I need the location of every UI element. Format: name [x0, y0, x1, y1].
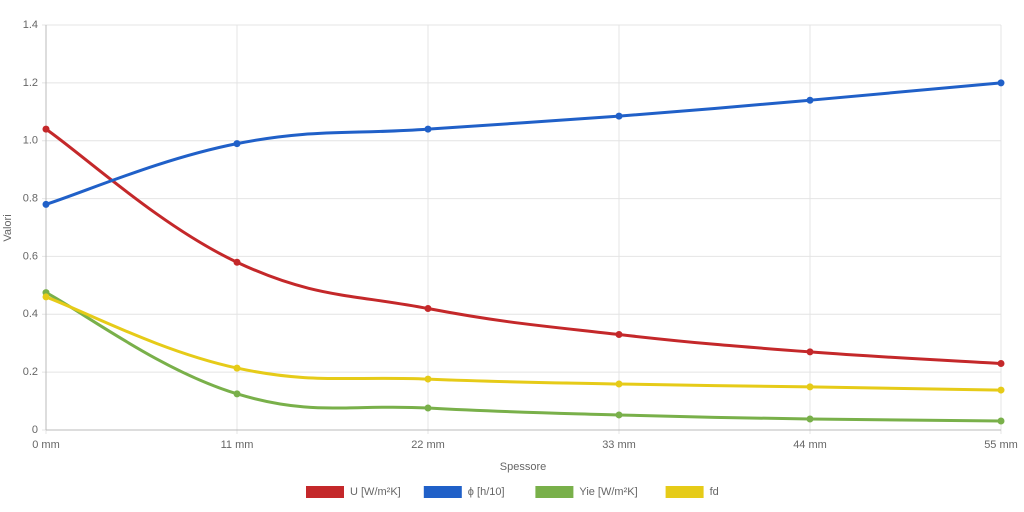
point [806, 415, 814, 423]
y-tick-label: 0.8 [23, 192, 38, 204]
legend-swatch [306, 486, 344, 498]
point [233, 140, 241, 148]
y-tick-label: 1.0 [23, 135, 38, 147]
legend-label: fd [710, 486, 719, 498]
point [233, 364, 241, 372]
legend-swatch [423, 486, 462, 498]
point [997, 79, 1005, 87]
y-tick-label: 0.2 [23, 366, 38, 378]
y-axis-label: Valori [2, 214, 14, 241]
point [424, 375, 432, 383]
x-tick-label: 44 mm [793, 439, 827, 451]
y-tick-label: 1.4 [23, 19, 38, 31]
x-tick-label: 11 mm [221, 439, 254, 451]
point [806, 96, 814, 104]
x-tick-label: 0 mm [32, 439, 60, 451]
legend-swatch [535, 486, 574, 498]
legend-label: ϕ [h/10] [468, 486, 505, 498]
point [424, 125, 432, 133]
point [42, 125, 50, 133]
y-tick-label: 0.6 [23, 250, 38, 262]
point [615, 380, 623, 388]
y-tick-label: 0 [32, 424, 38, 436]
point [615, 411, 623, 419]
x-tick-label: 33 mm [602, 439, 636, 451]
point [997, 386, 1005, 394]
line [45, 291, 1002, 423]
legend-swatch [665, 486, 704, 498]
point [233, 258, 241, 266]
line [45, 81, 1002, 206]
point [615, 112, 623, 120]
point [424, 404, 432, 412]
point [806, 348, 814, 356]
point [997, 359, 1005, 367]
legend-label: U [W/m²K] [350, 486, 401, 498]
point [42, 200, 50, 208]
x-tick-label: 22 mm [411, 439, 445, 451]
point [424, 305, 432, 312]
line [45, 295, 1002, 392]
point [615, 331, 623, 339]
x-tick-label: 55 mm [984, 439, 1018, 451]
point [42, 293, 50, 301]
x-axis-label: Spessore [500, 461, 546, 473]
point [233, 390, 241, 398]
y-tick-label: 1.2 [23, 77, 38, 89]
line [45, 127, 1002, 365]
legend-label: Yie [W/m²K] [579, 486, 637, 498]
y-tick-label: 0.4 [23, 308, 38, 320]
point [806, 383, 814, 391]
point [997, 417, 1005, 425]
